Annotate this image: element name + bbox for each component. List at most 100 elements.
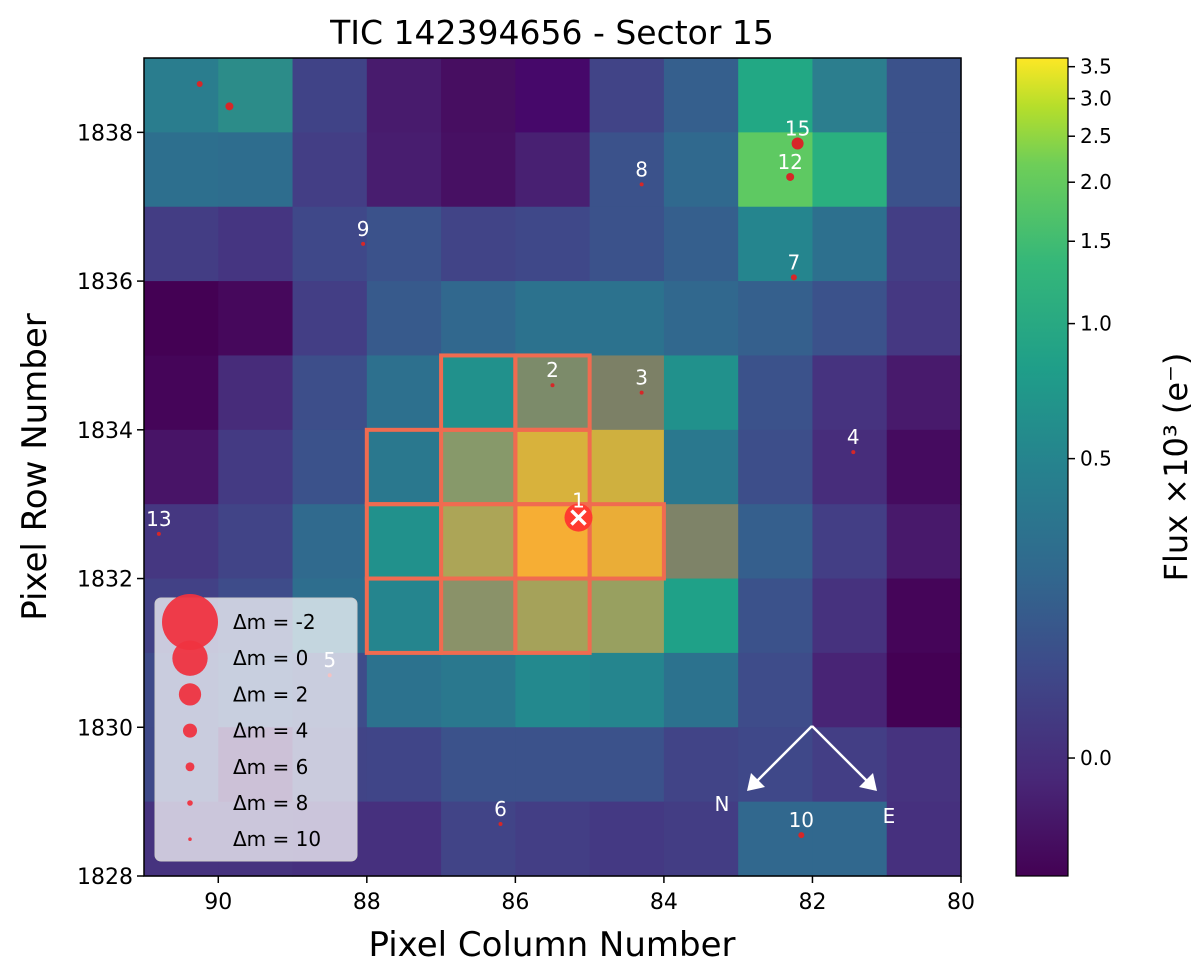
star-marker (156, 531, 161, 536)
pixel-cell (663, 801, 739, 877)
star-marker (225, 102, 234, 111)
legend-label: Δm = 10 (233, 827, 321, 851)
star-label: 15 (785, 117, 810, 141)
pixel-cell (366, 801, 442, 877)
pixel-cell (441, 206, 516, 282)
pixel-cell (515, 206, 591, 282)
pixel-cell (886, 355, 962, 431)
pixel-cell (812, 801, 888, 877)
pixel-cell (441, 58, 516, 133)
star-marker (498, 821, 503, 826)
target-label: 1 (572, 489, 585, 513)
y-tick-label: 1836 (77, 270, 133, 295)
star-marker (791, 137, 804, 150)
pixel-cell (144, 281, 219, 357)
pixel-cell (441, 132, 516, 208)
plot-frame (143, 57, 962, 877)
target-cross-icon (570, 509, 587, 526)
pixel-cell (366, 652, 442, 728)
y-axis-label: Pixel Row Number (15, 313, 55, 621)
pixel-cell (663, 58, 739, 133)
pixel-cell (441, 281, 516, 357)
pixel-cell (886, 429, 962, 505)
pixel-cell (366, 504, 442, 580)
pixel-cell (144, 504, 219, 580)
star-marker (851, 450, 856, 455)
star-label: 7 (788, 250, 801, 274)
pixel-cell (738, 281, 814, 357)
pixel-cell (292, 132, 368, 208)
pixel-cell (738, 727, 814, 803)
y-tick-label: 1834 (77, 419, 133, 444)
colorbar-tick-label: 3.5 (1080, 55, 1112, 79)
pixel-cell (515, 727, 591, 803)
pixel-cell (144, 355, 219, 431)
pixel-cell (441, 504, 516, 580)
pixel-cell (292, 206, 368, 282)
x-tick-label: 80 (947, 890, 975, 915)
star-label: 10 (789, 808, 814, 832)
y-tick-label: 1828 (77, 865, 133, 890)
pixel-cell (218, 429, 294, 505)
colorbar-tick-label: 3.0 (1080, 87, 1112, 111)
pixel-cell (144, 429, 219, 505)
star-label: 2 (546, 358, 559, 382)
pixel-cell (292, 355, 368, 431)
pixel-cell (515, 281, 591, 357)
pixel-cell (292, 429, 368, 505)
x-axis-label: Pixel Column Number (368, 925, 735, 965)
pixel-cell (366, 206, 442, 282)
pixel-cell (292, 58, 368, 133)
star-label: 8 (635, 157, 648, 181)
pixel-cell (886, 578, 962, 654)
pixel-cell (812, 652, 888, 728)
pixel-cell (812, 429, 888, 505)
colorbar-tick-label: 2.5 (1080, 124, 1112, 148)
legend-marker (188, 837, 192, 841)
colorbar-tick-label: 0.5 (1080, 447, 1112, 471)
pixel-cell (366, 58, 442, 133)
aperture-pixel (513, 576, 592, 655)
pixel-cell (515, 429, 591, 505)
x-tick-label: 90 (204, 890, 232, 915)
pixel-cell (886, 58, 962, 133)
pixel-cell (292, 281, 368, 357)
pixel-cell (812, 504, 888, 580)
pixel-cell (812, 132, 888, 208)
pixel-cell (589, 801, 665, 877)
pixel-cell (218, 206, 294, 282)
legend-label: Δm = 8 (233, 791, 308, 815)
x-tick-label: 82 (798, 890, 826, 915)
pixel-cell (589, 578, 665, 654)
pixel-cell (886, 504, 962, 580)
pixel-cell (144, 206, 219, 282)
pixel-cell (589, 281, 665, 357)
pixel-cell (218, 58, 294, 133)
star-marker (798, 832, 805, 839)
legend-marker (162, 594, 218, 650)
pixel-cell (144, 58, 219, 133)
pixel-cell (441, 355, 516, 431)
pixel-cell (738, 206, 814, 282)
pixel-cell (886, 206, 962, 282)
pixel-cell (663, 132, 739, 208)
pixel-cell (738, 652, 814, 728)
pixel-cell (738, 355, 814, 431)
pixel-cell (589, 132, 665, 208)
pixel-cell (366, 578, 442, 654)
pixel-cell (663, 281, 739, 357)
star-label: 3 (635, 366, 648, 390)
pixel-cell (366, 727, 442, 803)
pixel-cell (292, 504, 368, 580)
colorbar-tick-label: 1.5 (1080, 229, 1112, 253)
pixel-cell (589, 58, 665, 133)
pixel-cell (366, 429, 442, 505)
chart-title: TIC 142394656 - Sector 15 (329, 13, 774, 52)
colorbar-label: Flux ×10³ (e⁻) (1157, 353, 1195, 582)
y-axis-ticks: 1828 1830 1832 1834 1836 1838 (77, 121, 144, 890)
pixel-cell (738, 429, 814, 505)
pixel-cell (812, 58, 888, 133)
legend-label: Δm = 6 (233, 755, 308, 779)
pixel-cell (589, 652, 665, 728)
